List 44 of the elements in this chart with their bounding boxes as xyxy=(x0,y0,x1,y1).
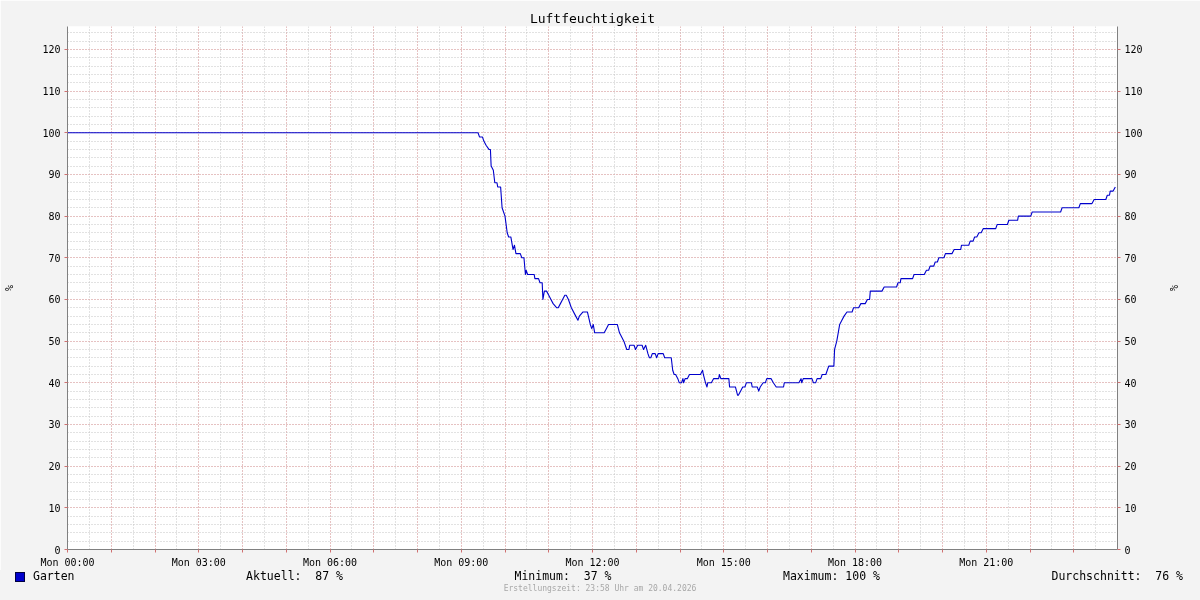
text: Durchschnitt: 76 % xyxy=(1051,569,1184,583)
y2-tick-label: 50 xyxy=(1124,336,1137,348)
x-tick-label: Mon 18:00 xyxy=(827,556,883,568)
y-tick-label: 80 xyxy=(48,211,61,223)
x-tick-label: Mon 00:00 xyxy=(40,556,95,568)
y2-tick-label: 20 xyxy=(1124,461,1137,473)
y2-tick-label: 110 xyxy=(1124,86,1143,98)
y-tick-label: 10 xyxy=(48,502,61,514)
y-tick-label: 90 xyxy=(48,169,61,181)
y2-tick-label: 70 xyxy=(1124,252,1137,264)
y-tick-label: 100 xyxy=(42,127,61,139)
chart-title: Luftfeuchtigkeit xyxy=(529,10,656,26)
y2-tick-label: 80 xyxy=(1124,211,1137,223)
y2-tick-label: 40 xyxy=(1124,377,1137,389)
y2-tick-label: 0 xyxy=(1124,544,1131,556)
x-tick-label: Mon 09:00 xyxy=(434,556,489,568)
text: Aktuell: 87 % xyxy=(246,569,344,583)
text: Maximum: 100 % xyxy=(783,569,880,583)
y-tick-label: 120 xyxy=(42,44,61,56)
y2-axis-title: % xyxy=(1167,284,1179,292)
text: Minimum: 37 % xyxy=(514,569,612,583)
y-tick-label: 50 xyxy=(48,336,61,348)
x-tick-label: Mon 03:00 xyxy=(171,556,226,568)
y-tick-label: 0 xyxy=(54,544,61,556)
y-tick-label: 110 xyxy=(42,86,61,98)
x-tick-label: Mon 06:00 xyxy=(302,556,358,568)
x-tick-label: Mon 21:00 xyxy=(959,556,1014,568)
y-tick-label: 40 xyxy=(48,377,61,389)
text: Erstellungszeit: 23:58 Uhr am 20.04.2026 xyxy=(502,584,698,594)
y2-tick-label: 30 xyxy=(1124,419,1137,431)
y2-tick-label: 60 xyxy=(1124,294,1137,306)
legend-label: Garten xyxy=(33,569,75,583)
y2-tick-label: 100 xyxy=(1124,127,1143,139)
y-tick-label: 30 xyxy=(48,419,61,431)
x-tick-label: Mon 15:00 xyxy=(696,556,751,568)
y-tick-label: 20 xyxy=(48,461,61,473)
y2-tick-label: 90 xyxy=(1124,169,1137,181)
y-tick-label: 70 xyxy=(48,252,61,264)
x-tick-label: Mon 12:00 xyxy=(565,556,620,568)
y-axis-title: % xyxy=(4,284,16,292)
y2-tick-label: 10 xyxy=(1124,502,1137,514)
line-series xyxy=(67,132,1116,396)
y-tick-label: 60 xyxy=(48,294,61,306)
y2-tick-label: 120 xyxy=(1124,44,1143,56)
